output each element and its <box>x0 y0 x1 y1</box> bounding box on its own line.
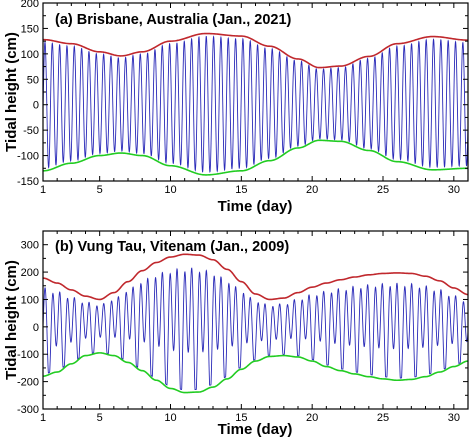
panel-a-xtick-label: 10 <box>164 184 176 196</box>
panel-b-xtick-label: 15 <box>235 412 247 424</box>
panel-b-ytick-label: 200 <box>21 267 39 279</box>
panel-a-envelope-layer <box>43 32 468 176</box>
panel-b-xlabel: Time (day) <box>218 421 293 438</box>
panel-b-upper-envelope-line <box>43 253 468 301</box>
panel-b-ytick-label: 0 <box>33 322 39 334</box>
panel-a-tidal-signal-layer <box>43 35 468 173</box>
panel-b-ytick-label: -300 <box>17 404 39 416</box>
panel-b-ylabel: Tidal height (cm) <box>3 260 20 380</box>
panel-b-title: (b) Vung Tau, Vitenam (Jan., 2009) <box>55 239 289 255</box>
panel-a-lower-envelope-line <box>43 139 468 176</box>
panel-b-xtick-label: 10 <box>164 412 176 424</box>
panel-a-ytick-label: 0 <box>33 100 39 112</box>
panel-b-xtick-label: 30 <box>448 412 460 424</box>
panel-b-ytick-label: 300 <box>21 240 39 252</box>
panel-a-ytick-label: -50 <box>23 125 39 137</box>
panel-b-xtick-label: 25 <box>377 412 389 424</box>
panel-a-xtick-label: 30 <box>448 184 460 196</box>
panel-b-envelope-layer <box>43 253 468 394</box>
panel-a-ytick-label: 150 <box>21 23 39 35</box>
panel-a-ytick-label: -100 <box>17 151 39 163</box>
panel-a-xtick-label: 25 <box>377 184 389 196</box>
panel-a-title: (a) Brisbane, Australia (Jan., 2021) <box>55 12 292 28</box>
panel-b-tidal-signal-layer <box>43 267 468 391</box>
panel-a-xtick-label: 20 <box>306 184 318 196</box>
panel-a-upper-envelope-line <box>43 32 468 69</box>
panel-a-ytick-label: -150 <box>17 176 39 188</box>
panel-b-lower-envelope-line <box>43 352 468 394</box>
panel-a-ytick-label: 100 <box>21 49 39 61</box>
panel-b-frame <box>42 230 469 410</box>
panel-b-xtick-label: 1 <box>40 412 46 424</box>
panel-a-ytick-label: 50 <box>27 74 39 86</box>
panel-b-tidal-signal-line <box>43 267 468 391</box>
panel-a-ytick-label: 200 <box>21 0 39 10</box>
panel-a-xtick-label: 1 <box>40 184 46 196</box>
panel-b-ytick-label: 100 <box>21 294 39 306</box>
panel-a-ylabel: Tidal height (cm) <box>3 32 20 152</box>
panel-b-ytick-label: -200 <box>17 377 39 389</box>
panel-b-xtick-label: 20 <box>306 412 318 424</box>
panel-b-ytick-label: -100 <box>17 349 39 361</box>
panel-a-tidal-signal-line <box>43 35 468 173</box>
panel-a-xlabel: Time (day) <box>218 198 293 215</box>
panel-a-xtick-label: 15 <box>235 184 247 196</box>
panel-a-xtick-label: 5 <box>97 184 103 196</box>
panel-b-xtick-label: 5 <box>97 412 103 424</box>
